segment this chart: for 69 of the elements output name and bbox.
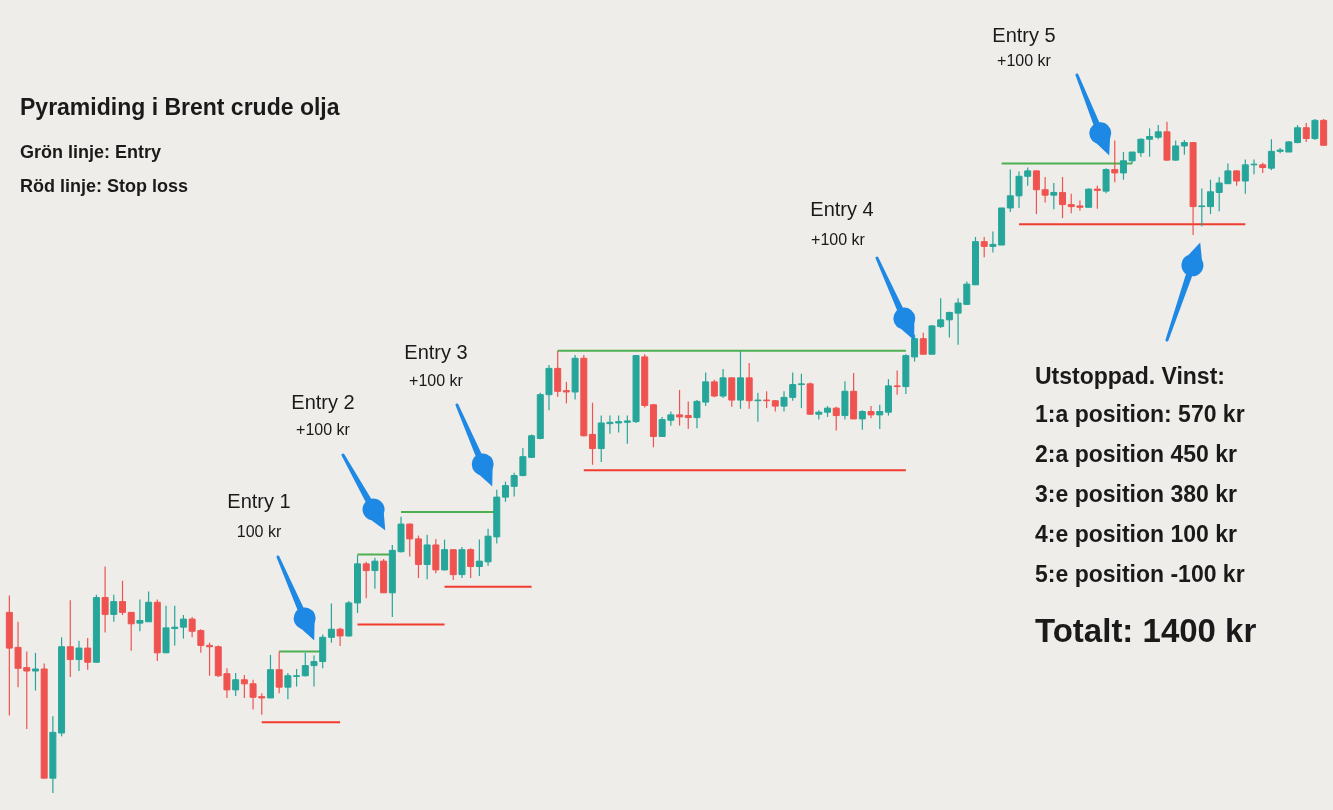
candlestick — [501, 481, 509, 503]
candlestick — [1311, 118, 1319, 141]
candlestick — [1119, 151, 1127, 181]
annotation: Entry 1 — [227, 490, 291, 512]
candlestick — [858, 409, 866, 431]
candlestick — [1198, 187, 1206, 227]
candlestick — [1050, 182, 1058, 210]
candlestick — [1111, 139, 1119, 183]
candlestick — [101, 565, 109, 634]
candlestick — [754, 392, 762, 423]
candlestick — [371, 557, 379, 590]
annotation: +100 kr — [811, 231, 866, 248]
candlestick — [84, 637, 92, 671]
annotation: 4:e position 100 kr — [1035, 521, 1238, 547]
candlestick — [336, 627, 344, 647]
text: +100 kr — [997, 52, 1052, 69]
candlestick — [179, 614, 187, 640]
annotation: 100 kr — [236, 523, 282, 540]
candlestick — [1102, 167, 1110, 194]
candlestick — [736, 350, 744, 410]
candlestick — [232, 672, 240, 697]
candlestick — [127, 611, 135, 652]
candlestick — [919, 332, 927, 355]
candlestick — [719, 368, 727, 399]
annotation: Utstoppad. Vinst: — [1035, 363, 1225, 389]
candlestick — [589, 402, 597, 466]
candlestick — [275, 650, 283, 694]
candlestick — [119, 580, 126, 616]
candlestick — [423, 534, 431, 580]
candlestick — [110, 594, 118, 623]
candlestick — [980, 236, 988, 258]
candlestick — [1302, 122, 1310, 143]
annotation: +100 kr — [409, 372, 464, 389]
candlestick — [327, 603, 335, 644]
candlestick — [406, 522, 414, 558]
candlestick — [467, 547, 475, 579]
annotation: 1:a position: 570 kr — [1035, 401, 1245, 427]
candlestick — [893, 369, 901, 396]
annotation: Entry 3 — [404, 341, 468, 363]
candlestick — [441, 538, 449, 572]
candlestick — [797, 373, 805, 409]
candlestick — [728, 377, 736, 408]
annotation: Entry 2 — [291, 391, 355, 413]
annotation: 5:e position -100 kr — [1035, 561, 1245, 587]
annotation: 3:e position 380 kr — [1035, 481, 1238, 507]
candlestick — [206, 642, 214, 677]
candlestick — [75, 640, 83, 672]
candlestick — [31, 652, 39, 692]
candlestick — [876, 404, 884, 430]
chart-title: Pyramiding i Brent crude olja — [20, 94, 340, 120]
annotation: Totalt: 1400 kr — [1035, 612, 1257, 649]
candlestick — [1207, 179, 1214, 215]
candlestick — [1085, 187, 1093, 208]
candlestick — [362, 561, 370, 599]
candlestick — [1059, 176, 1067, 219]
candlestick — [676, 389, 684, 427]
candlestick — [1093, 185, 1101, 210]
candlestick — [745, 362, 753, 410]
candlestick — [66, 599, 74, 678]
candlestick — [867, 405, 875, 419]
annotation: +100 kr — [296, 421, 351, 438]
candlestick — [1172, 139, 1180, 162]
candlestick — [684, 400, 692, 430]
annotation: Entry 4 — [810, 198, 874, 220]
candlestick — [562, 381, 570, 405]
text: Entry 5 — [992, 24, 1056, 46]
candlestick — [554, 350, 562, 398]
annotation: 2:a position 450 kr — [1035, 441, 1238, 467]
text: Grön linje: Entry Röd linje: Stop loss — [20, 142, 189, 196]
